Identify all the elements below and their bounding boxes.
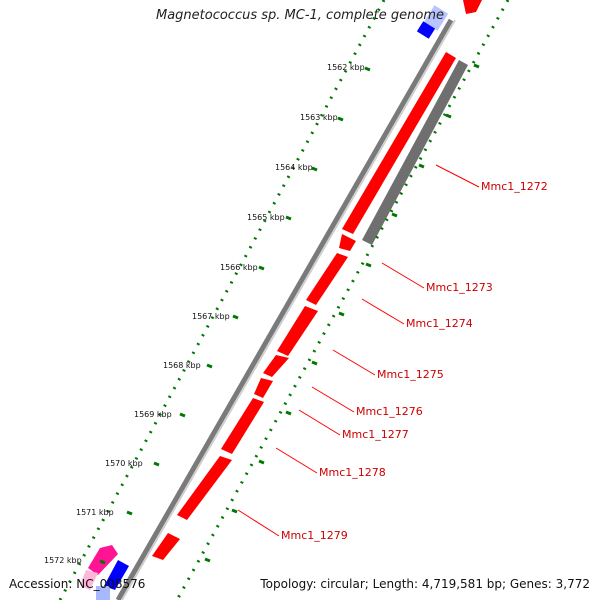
- gene-label-mmc1-1274: Mmc1_1274: [406, 317, 473, 330]
- scale-label: 1564 kbp: [275, 163, 313, 172]
- scale-major-ticks-left: [99, 66, 371, 565]
- top-blue-feature-light: [423, 5, 449, 31]
- genome-summary: Topology: circular; Length: 4,719,581 bp…: [260, 577, 590, 591]
- gene-red-1274: [277, 306, 318, 356]
- scale-label: 1563 kbp: [300, 113, 338, 122]
- top-red-gene: [463, 0, 482, 14]
- gene-red-1273a: [339, 234, 356, 251]
- map-title: Magnetococcus sp. MC-1, complete genome: [155, 8, 445, 23]
- gene-labels: Mmc1_1272 Mmc1_1273 Mmc1_1274 Mmc1_1275 …: [281, 180, 548, 542]
- gene-red-1277: [221, 398, 264, 454]
- gene-red-1279: [152, 533, 180, 560]
- top-blue-feature: [416, 21, 436, 39]
- scale-track-right: [175, 0, 510, 600]
- scale-label: 1571 kbp: [76, 508, 114, 517]
- scale-label: 1572 kbp: [44, 556, 82, 565]
- gene-red-1276: [254, 378, 273, 398]
- bottom-pink-feature: [80, 570, 98, 590]
- gene-label-mmc1-1276: Mmc1_1276: [356, 405, 423, 418]
- gene-red-1272: [342, 52, 456, 234]
- gene-red-1275: [263, 355, 289, 377]
- gene-label-mmc1-1278: Mmc1_1278: [319, 466, 386, 479]
- bottom-magenta-feature: [88, 545, 118, 575]
- bottom-blue-feature: [104, 560, 129, 590]
- scale-label: 1565 kbp: [247, 213, 285, 222]
- scale-label: 1568 kbp: [163, 361, 201, 370]
- bottom-light-blue-feature: [96, 586, 110, 600]
- accession-label: Accession: NC_008576: [9, 577, 146, 591]
- scale-track-left: [58, 0, 386, 600]
- gene-red-1278: [177, 456, 232, 520]
- scale-label: 1566 kbp: [220, 263, 258, 272]
- scale-label: 1567 kbp: [192, 312, 230, 321]
- backbone-line-light: [121, 19, 456, 600]
- gene-label-mmc1-1273: Mmc1_1273: [426, 281, 493, 294]
- gene-label-leaders: [237, 164, 480, 537]
- gene-label-mmc1-1275: Mmc1_1275: [377, 368, 444, 381]
- scale-major-ticks-right: [204, 63, 480, 563]
- backbone-line-dark: [115, 18, 454, 600]
- scale-label: 1570 kbp: [105, 459, 143, 468]
- gene-label-mmc1-1279: Mmc1_1279: [281, 529, 348, 542]
- scale-label: 1562 kbp: [327, 63, 365, 72]
- gene-label-mmc1-1277: Mmc1_1277: [342, 428, 409, 441]
- scale-labels: 1562 kbp 1563 kbp 1564 kbp 1565 kbp 1566…: [44, 63, 365, 565]
- gene-gray-1272: [362, 60, 468, 245]
- scale-label: 1569 kbp: [134, 410, 172, 419]
- gene-label-mmc1-1272: Mmc1_1272: [481, 180, 548, 193]
- gene-red-1273: [306, 253, 348, 305]
